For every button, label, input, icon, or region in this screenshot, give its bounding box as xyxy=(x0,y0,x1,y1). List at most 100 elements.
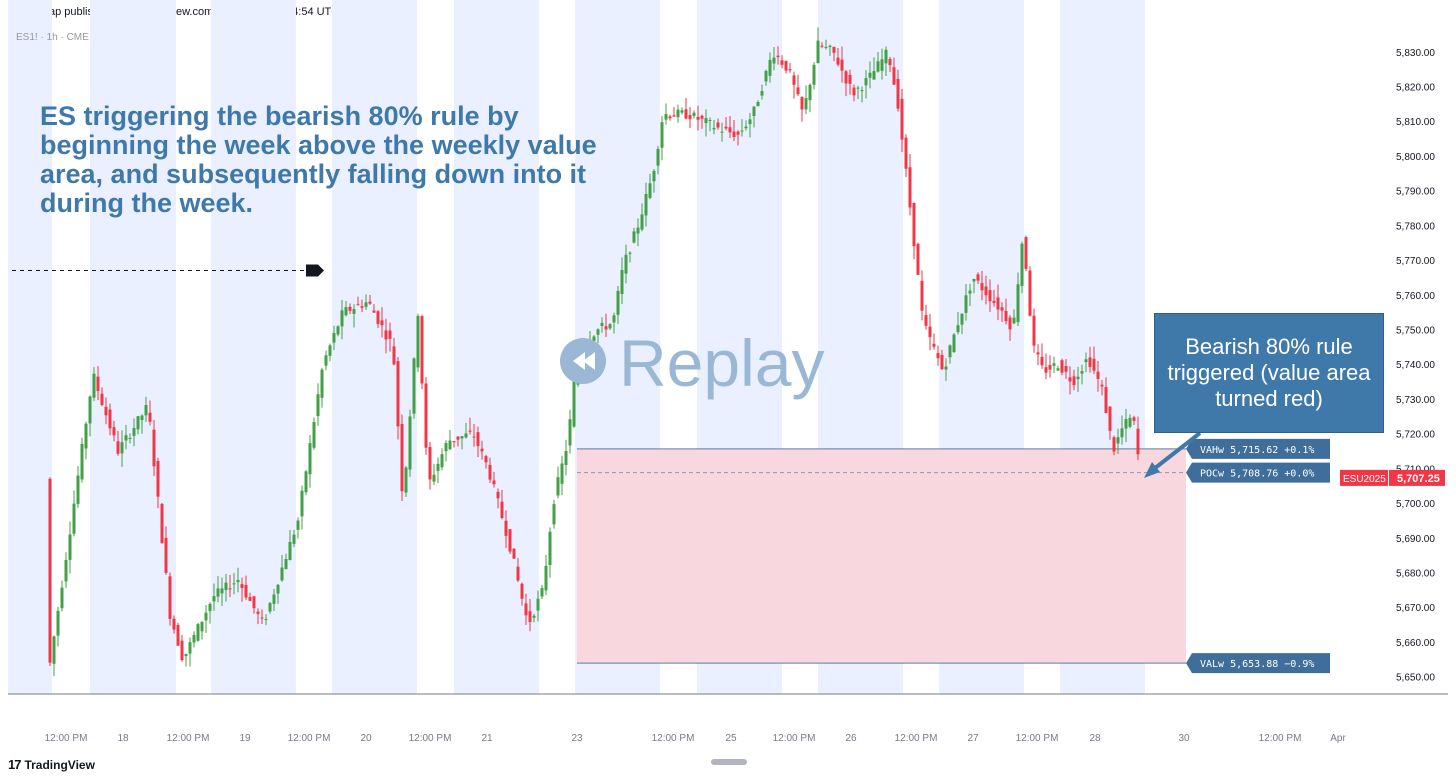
value-area xyxy=(577,448,1186,664)
price-tick: 5,830.00 xyxy=(1396,48,1435,59)
candle-body xyxy=(900,98,904,140)
level-label-bg xyxy=(1186,653,1330,674)
candle-body xyxy=(520,583,524,599)
candle-body xyxy=(184,653,188,657)
candle-body xyxy=(844,71,848,84)
price-tick: 5,720.00 xyxy=(1396,430,1435,441)
candle-body xyxy=(140,415,144,421)
candle-body xyxy=(452,441,456,443)
candle-body xyxy=(784,60,788,71)
candle-body xyxy=(1104,387,1108,414)
candle-body xyxy=(276,584,280,594)
candle-body xyxy=(396,361,400,427)
candle-body xyxy=(792,75,796,85)
candle-body xyxy=(956,325,960,333)
candle-body xyxy=(1036,352,1040,355)
candle-body xyxy=(192,634,196,643)
candle-body xyxy=(944,366,948,370)
candle-body xyxy=(912,202,916,247)
candle-body xyxy=(564,451,568,465)
candle-body xyxy=(528,611,532,622)
candle-body xyxy=(980,283,984,291)
candle-body xyxy=(332,333,336,343)
candle-body xyxy=(740,130,744,132)
time-tick: Apr xyxy=(1330,733,1346,744)
candle-body xyxy=(444,443,448,452)
candle-body xyxy=(808,84,812,101)
candle-body xyxy=(404,467,408,493)
price-tag-symbol-bg xyxy=(1340,469,1388,486)
candle-body xyxy=(212,596,216,602)
candle-body xyxy=(848,74,852,84)
candle-body xyxy=(724,126,728,129)
candle-body xyxy=(940,354,944,370)
candle-body xyxy=(964,295,968,313)
candle-body xyxy=(648,183,652,198)
candle-body xyxy=(960,313,964,325)
resize-handle[interactable] xyxy=(711,759,747,765)
tradingview-logo[interactable]: 17 TradingView xyxy=(8,757,95,772)
candle-body xyxy=(320,369,324,398)
candle-body xyxy=(240,584,244,589)
price-tick: 5,700.00 xyxy=(1396,499,1435,510)
candle-body xyxy=(864,78,868,86)
candle-body xyxy=(424,383,428,448)
candle-body xyxy=(660,122,664,148)
candle-body xyxy=(72,503,76,534)
candle-body xyxy=(52,636,56,664)
level-label-text: VAHw 5,715.62 +0.1% xyxy=(1200,445,1314,456)
price-tick: 5,800.00 xyxy=(1396,152,1435,163)
candle-body xyxy=(448,440,452,450)
candle-body xyxy=(908,167,912,208)
level-labels: VAHw 5,715.62 +0.1% POCw 5,708.76 +0.0% VA… xyxy=(1144,431,1445,674)
time-tick: 26 xyxy=(845,733,857,744)
candle-body xyxy=(500,501,504,519)
replay-watermark[interactable]: Replay xyxy=(560,326,824,400)
candles xyxy=(48,27,1140,677)
candle-body xyxy=(764,70,768,82)
annotation-title: ES triggering the bearish 80% rule by be… xyxy=(40,101,597,218)
candle-body xyxy=(1004,310,1008,322)
candle-body xyxy=(480,448,484,452)
candle-body xyxy=(368,301,372,304)
candle-body xyxy=(124,435,128,441)
candle-body xyxy=(1052,363,1056,366)
candle-body xyxy=(408,416,412,470)
candle-body xyxy=(1100,384,1104,387)
candle-body xyxy=(472,436,476,438)
candle-body xyxy=(268,603,272,612)
candle-body xyxy=(1084,359,1088,363)
candle-body xyxy=(200,621,204,632)
candle-body xyxy=(468,430,472,432)
candle-body xyxy=(748,119,752,125)
level-label-bg xyxy=(1186,438,1330,459)
candle-body xyxy=(1028,270,1032,316)
time-tick: 27 xyxy=(967,733,979,744)
candle-body xyxy=(104,406,108,416)
time-tick: 12:00 PM xyxy=(409,733,452,744)
candle-body xyxy=(952,334,956,353)
candle-body xyxy=(532,615,536,618)
candle-body xyxy=(1112,437,1116,452)
candle-body xyxy=(372,310,376,313)
time-tick: 30 xyxy=(1178,733,1190,744)
candle-body xyxy=(188,642,192,654)
candle-body xyxy=(384,330,388,340)
candle-body xyxy=(604,326,608,330)
candle-body xyxy=(136,416,140,430)
time-tick: 12:00 PM xyxy=(652,733,695,744)
candle-body xyxy=(100,393,104,405)
candle-body xyxy=(1060,360,1064,373)
candle-body xyxy=(556,477,560,496)
price-tick: 5,710.00 xyxy=(1396,464,1435,475)
candle-body xyxy=(1068,377,1072,382)
candle-body xyxy=(700,115,704,119)
candle-body xyxy=(356,304,360,306)
candle-body xyxy=(432,474,436,482)
candle-body xyxy=(120,442,124,454)
candle-body xyxy=(636,227,640,234)
candle-body xyxy=(292,534,296,544)
candle-body xyxy=(796,87,800,95)
level-label-bg xyxy=(1186,462,1330,483)
